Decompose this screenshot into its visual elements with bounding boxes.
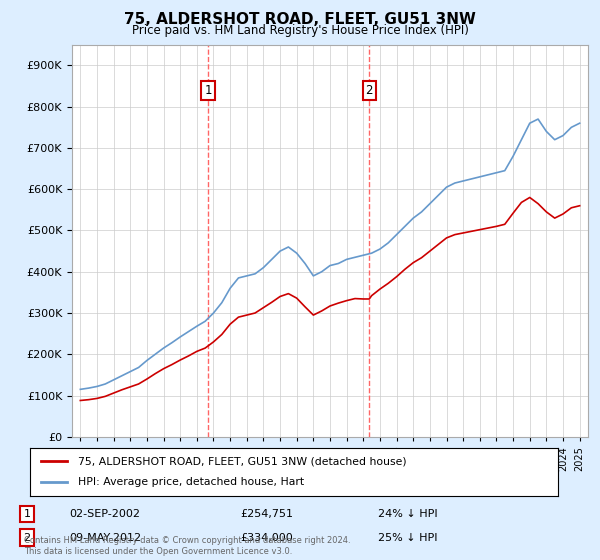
Text: 1: 1 [204, 83, 212, 97]
Text: £334,000: £334,000 [240, 533, 293, 543]
Text: 75, ALDERSHOT ROAD, FLEET, GU51 3NW (detached house): 75, ALDERSHOT ROAD, FLEET, GU51 3NW (det… [77, 456, 406, 466]
Text: 02-SEP-2002: 02-SEP-2002 [69, 509, 140, 519]
Text: Contains HM Land Registry data © Crown copyright and database right 2024.
This d: Contains HM Land Registry data © Crown c… [24, 536, 350, 556]
Text: 1: 1 [23, 509, 31, 519]
Text: £254,751: £254,751 [240, 509, 293, 519]
Text: 24% ↓ HPI: 24% ↓ HPI [378, 509, 437, 519]
Text: 25% ↓ HPI: 25% ↓ HPI [378, 533, 437, 543]
Text: 2: 2 [23, 533, 31, 543]
Text: 09-MAY-2012: 09-MAY-2012 [69, 533, 141, 543]
Text: HPI: Average price, detached house, Hart: HPI: Average price, detached house, Hart [77, 477, 304, 487]
Text: 2: 2 [365, 83, 373, 97]
Text: 75, ALDERSHOT ROAD, FLEET, GU51 3NW: 75, ALDERSHOT ROAD, FLEET, GU51 3NW [124, 12, 476, 27]
Text: Price paid vs. HM Land Registry's House Price Index (HPI): Price paid vs. HM Land Registry's House … [131, 24, 469, 37]
